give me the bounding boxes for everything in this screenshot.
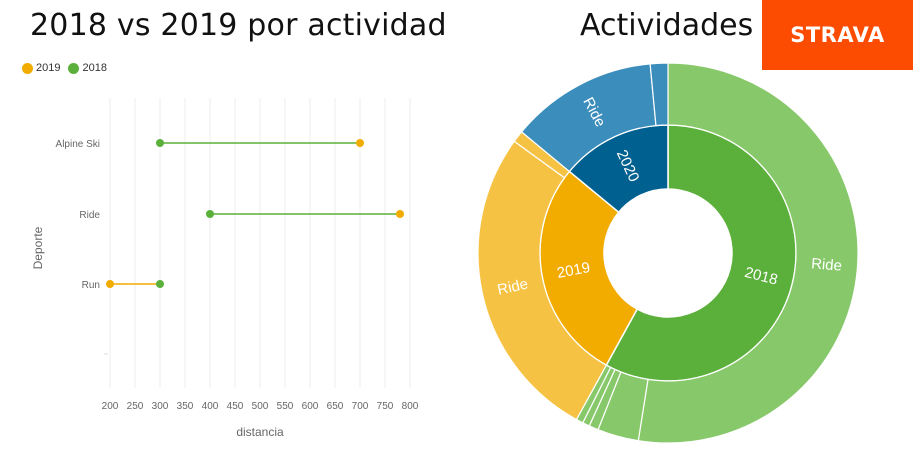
dot-2019 xyxy=(396,210,404,218)
y-tick-label: Run xyxy=(82,280,100,291)
x-tick-label: 750 xyxy=(377,401,394,412)
chart-title-right: Actividades xyxy=(580,8,754,43)
x-tick-label: 250 xyxy=(127,401,144,412)
legend-label-2018: 2018 xyxy=(82,62,107,74)
x-tick-label: 450 xyxy=(227,401,244,412)
outer-ring-segment xyxy=(637,62,859,444)
x-tick-label: 700 xyxy=(352,401,369,412)
x-tick-label: 500 xyxy=(252,401,269,412)
dot-2019 xyxy=(106,280,114,288)
dot-2019 xyxy=(356,139,364,147)
legend: 2019 2018 xyxy=(22,62,107,74)
legend-item-2019[interactable]: 2019 xyxy=(22,62,60,74)
strava-logo: STRAVA xyxy=(762,0,913,70)
x-tick-label: 300 xyxy=(152,401,169,412)
x-axis-label: distancia xyxy=(236,425,284,439)
x-tick-label: 400 xyxy=(202,401,219,412)
y-tick-label: Alpine Ski xyxy=(56,139,100,150)
dot-2018 xyxy=(156,139,164,147)
segment-label: Ride xyxy=(496,276,530,299)
x-tick-label: 650 xyxy=(327,401,344,412)
dot-2018 xyxy=(156,280,164,288)
legend-label-2019: 2019 xyxy=(36,62,61,74)
legend-dot-2019 xyxy=(22,62,33,74)
x-tick-label: 600 xyxy=(302,401,319,412)
y-tick-label: Ride xyxy=(79,210,100,221)
x-tick-label: 200 xyxy=(102,401,119,412)
legend-item-2018[interactable]: 2018 xyxy=(68,62,107,74)
outer-ring-segment xyxy=(649,62,669,127)
legend-dot-2018 xyxy=(68,62,80,74)
chart-title-left: 2018 vs 2019 por actividad xyxy=(30,8,447,43)
segment-label: Ride xyxy=(811,255,843,274)
logo-text: STRAVA xyxy=(790,23,885,47)
x-tick-label: 350 xyxy=(177,401,194,412)
x-tick-label: 800 xyxy=(402,401,419,412)
segment-label: 2019 xyxy=(556,259,592,282)
dot-2018 xyxy=(206,210,214,218)
dumbbell-chart: 200 250 300 350 400 450 500 550 600 650 700 750 800 A… xyxy=(31,98,419,439)
x-tick-label: 550 xyxy=(277,401,294,412)
y-axis-label: Deporte xyxy=(31,226,45,269)
outer-ring-segment xyxy=(477,140,608,421)
